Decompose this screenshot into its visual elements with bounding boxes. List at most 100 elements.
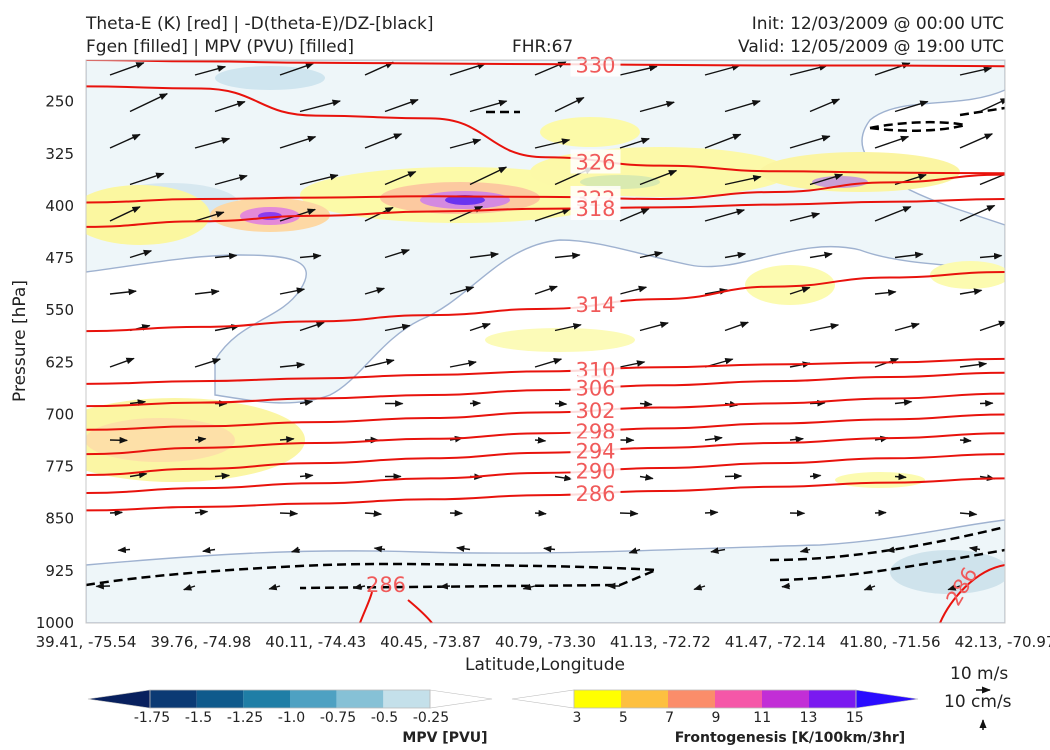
fgen-colorbar-title: Frontogenesis [K/100km/3hr] — [675, 730, 905, 746]
wind-vector — [619, 137, 650, 149]
reference-wind-label: 10 m/s — [950, 664, 1009, 684]
wind-vector — [214, 252, 238, 260]
y-tick-label: 400 — [45, 197, 74, 215]
wind-vector — [109, 509, 124, 517]
wind-vector — [799, 546, 811, 554]
wind-vector — [384, 99, 419, 113]
stability-contour-upper — [869, 120, 966, 132]
theta-e-line — [86, 60, 1005, 68]
wind-vector — [863, 584, 876, 591]
wind-vector — [449, 205, 484, 222]
wind-vector — [704, 509, 719, 517]
fgen-fill-orange — [86, 418, 235, 462]
wind-vector — [352, 583, 366, 591]
colorbar-swatch — [243, 690, 290, 708]
wind-vector — [959, 204, 996, 222]
wind-vector — [704, 133, 742, 149]
wind-vector — [384, 171, 417, 186]
wind-vector — [724, 99, 761, 113]
plot-frame — [85, 59, 1006, 624]
wind-vector — [202, 546, 216, 554]
wind-vector — [543, 545, 556, 553]
wind-vector — [619, 285, 648, 295]
wind-vector — [129, 399, 147, 406]
wind-vector — [299, 399, 314, 406]
wind-vector — [109, 288, 137, 296]
theta-e-label-bg — [570, 397, 621, 422]
wind-vector — [874, 289, 897, 296]
x-tick-label: 40.79, -73.30 — [495, 633, 596, 651]
colorbar-swatch — [196, 690, 244, 708]
wind-vector — [619, 207, 650, 222]
wind-vector — [789, 64, 828, 76]
theta-e-line — [86, 413, 1005, 456]
colorbar-swatch — [762, 690, 809, 708]
fgen-fill-yellow — [485, 328, 635, 352]
y-tick-label: 250 — [45, 93, 74, 111]
fgen-fill-yellow — [530, 147, 790, 197]
x-tick-label: 39.76, -74.98 — [150, 633, 251, 651]
x-tick-label: 42.13, -70.97 — [955, 633, 1050, 651]
colorbar-swatch — [668, 690, 715, 708]
wind-vector — [979, 320, 1005, 332]
wind-vector — [214, 472, 231, 480]
wind-vector — [639, 321, 669, 332]
wind-vector — [268, 583, 281, 591]
wind-vector — [724, 472, 743, 480]
theta-e-line — [86, 357, 1005, 385]
wind-vector — [979, 98, 1005, 113]
theta-e-line — [86, 173, 1005, 204]
wind-vector — [959, 361, 988, 368]
y-tick-label: 700 — [45, 405, 74, 423]
x-axis-label: Latitude,Longitude — [465, 655, 625, 675]
theta-e-line — [359, 591, 373, 623]
wind-vector — [704, 435, 723, 443]
wind-vector — [194, 65, 227, 76]
wind-vector — [959, 510, 978, 518]
wind-vector — [279, 62, 315, 76]
wind-vector — [129, 471, 148, 479]
colorbar-tick: -1.0 — [278, 710, 305, 726]
wind-vector — [554, 474, 573, 482]
wind-vector — [704, 287, 729, 295]
wind-vector — [809, 323, 840, 332]
theta-e-line — [86, 85, 1005, 175]
wind-vector — [384, 323, 411, 332]
colorbar-tick: -0.25 — [413, 710, 449, 726]
colorbar-tick: -1.25 — [227, 710, 263, 726]
wind-vector — [449, 62, 487, 76]
theta-e-label-bg — [570, 291, 621, 316]
wind-vector — [364, 510, 383, 517]
wind-vector — [194, 509, 209, 516]
theta-e-line — [939, 564, 1005, 623]
wind-vector — [874, 206, 912, 222]
wind-vector — [947, 584, 961, 591]
y-tick-label: 850 — [45, 510, 74, 528]
colorbar-tick: -0.5 — [371, 710, 398, 726]
fgen-fill-yellow — [930, 261, 1005, 289]
wind-vector — [781, 582, 791, 590]
wind-vector — [214, 174, 248, 186]
wind-vector — [554, 323, 582, 332]
wind-vector — [639, 100, 675, 113]
wind-vector — [809, 98, 841, 113]
wind-vector — [885, 546, 896, 553]
wind-vector — [469, 251, 500, 259]
wind-vector — [724, 321, 749, 332]
wind-vector — [619, 510, 639, 517]
wind-vector — [109, 357, 135, 368]
wind-vector — [639, 250, 664, 259]
colorbar-frame — [149, 689, 431, 709]
colorbar-tick: 11 — [753, 710, 771, 726]
y-tick-label: 625 — [45, 353, 74, 371]
theta-e-line — [86, 270, 1005, 333]
colorbar-extend — [87, 689, 151, 709]
colorbar-tick: -1.5 — [185, 710, 212, 726]
wind-vector — [299, 472, 314, 480]
theta-e-label-bg — [570, 481, 621, 506]
colorbar-swatch — [383, 690, 430, 708]
wind-vector — [894, 322, 920, 332]
y-tick-label: 325 — [45, 145, 74, 163]
theta-e-line — [86, 453, 1005, 495]
wind-vector — [809, 173, 844, 186]
